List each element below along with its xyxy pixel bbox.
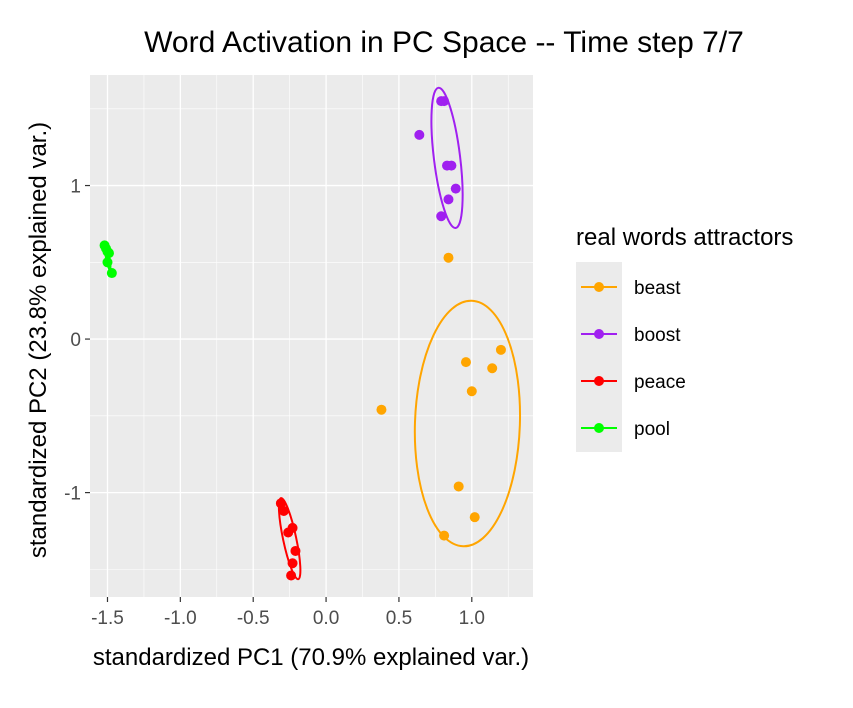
y-tick-label: 0	[70, 330, 81, 351]
plot-background	[90, 75, 533, 597]
x-axis-label: standardized PC1 (70.9% explained var.)	[93, 644, 529, 671]
data-point-peace	[286, 570, 297, 581]
y-tick-label: -1	[64, 484, 81, 505]
data-point-boost	[436, 211, 447, 222]
legend-items: beast boost peace pool	[576, 262, 686, 452]
chart-title: Word Activation in PC Space -- Time step…	[144, 26, 744, 59]
series-beast	[376, 252, 522, 548]
data-point-beast	[495, 344, 506, 355]
legend-key-background	[576, 262, 622, 452]
series-boost	[414, 86, 464, 230]
data-point-beast	[487, 363, 498, 374]
data-point-peace	[290, 545, 301, 556]
x-tick-label: 1.0	[459, 608, 485, 629]
legend-label-beast: beast	[634, 278, 681, 299]
confidence-ellipse-boost	[430, 86, 464, 230]
data-point-beast	[439, 530, 450, 541]
data-point-beast	[466, 386, 477, 397]
data-point-boost	[439, 96, 450, 107]
data-point-peace	[287, 558, 298, 569]
data-point-beast	[376, 404, 387, 415]
data-point-beast	[453, 481, 464, 492]
series-pool	[99, 240, 117, 279]
x-tick-label: -1.0	[164, 608, 197, 629]
legend-key-point-peace	[594, 376, 604, 386]
legend-key-point-boost	[594, 329, 604, 339]
data-point-boost	[414, 129, 425, 140]
y-axis-label: standardized PC2 (23.8% explained var.)	[25, 122, 52, 558]
legend: real words attractors beast boost peace poo…	[576, 224, 793, 452]
x-tick-label: 0.0	[313, 608, 339, 629]
plot-panel: -1.5 -1.0 -0.5 0.0 0.5 1.0 -1 0 1	[64, 75, 533, 629]
data-point-beast	[443, 252, 454, 263]
data-point-beast	[460, 357, 471, 368]
legend-label-pool: pool	[634, 419, 670, 440]
confidence-ellipse-peace	[277, 497, 302, 581]
data-point-pool	[106, 268, 117, 279]
legend-key-point-pool	[594, 423, 604, 433]
confidence-ellipse-beast	[413, 299, 522, 548]
legend-label-boost: boost	[634, 325, 681, 346]
series-peace	[275, 497, 302, 581]
x-tick-label: -1.5	[91, 608, 124, 629]
data-point-boost	[443, 194, 454, 205]
data-point-peace	[275, 498, 286, 509]
y-tick-label: 1	[70, 177, 81, 198]
data-point-pool	[103, 248, 114, 259]
data-point-boost	[450, 183, 461, 194]
legend-label-peace: peace	[634, 372, 686, 393]
data-point-pool	[102, 257, 113, 268]
legend-key-point-beast	[594, 282, 604, 292]
data-point-boost	[446, 160, 457, 171]
data-point-beast	[469, 512, 480, 523]
data-point-peace	[278, 506, 289, 517]
x-tick-label: -0.5	[237, 608, 270, 629]
data-point-peace	[283, 527, 294, 538]
x-tick-label: 0.5	[386, 608, 412, 629]
legend-title: real words attractors	[576, 224, 793, 251]
